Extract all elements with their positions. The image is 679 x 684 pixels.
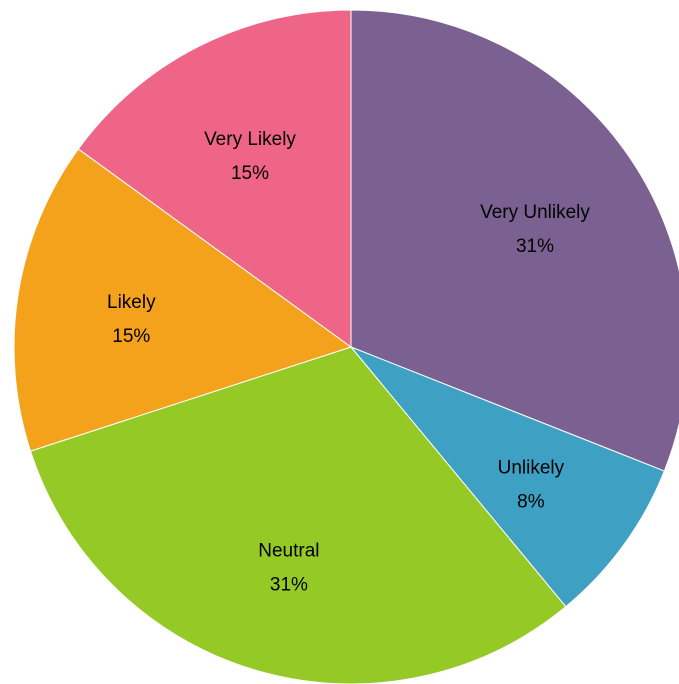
slice-percent-very-unlikely: 31% — [516, 236, 554, 257]
slice-unlikely — [350, 346, 665, 608]
slice-label-neutral: Neutral — [258, 541, 319, 562]
slice-label-unlikely: Unlikely — [498, 458, 565, 479]
slice-percent-likely: 15% — [112, 326, 150, 347]
pie-slices — [13, 9, 679, 684]
slice-very-likely — [77, 9, 352, 348]
slice-label-very-unlikely: Very Unlikely — [480, 202, 590, 223]
slice-very-unlikely — [350, 9, 679, 472]
slice-percent-unlikely: 8% — [517, 492, 545, 513]
slice-neutral — [29, 346, 567, 684]
slice-label-likely: Likely — [107, 292, 156, 313]
pie-labels: Very Unlikely 31% Unlikely 8% Neutral 31% Like… — [107, 129, 590, 596]
slice-percent-neutral: 31% — [270, 575, 308, 596]
slice-percent-very-likely: 15% — [231, 163, 269, 184]
slice-label-very-likely: Very Likely — [204, 129, 296, 150]
slice-likely — [13, 148, 352, 452]
